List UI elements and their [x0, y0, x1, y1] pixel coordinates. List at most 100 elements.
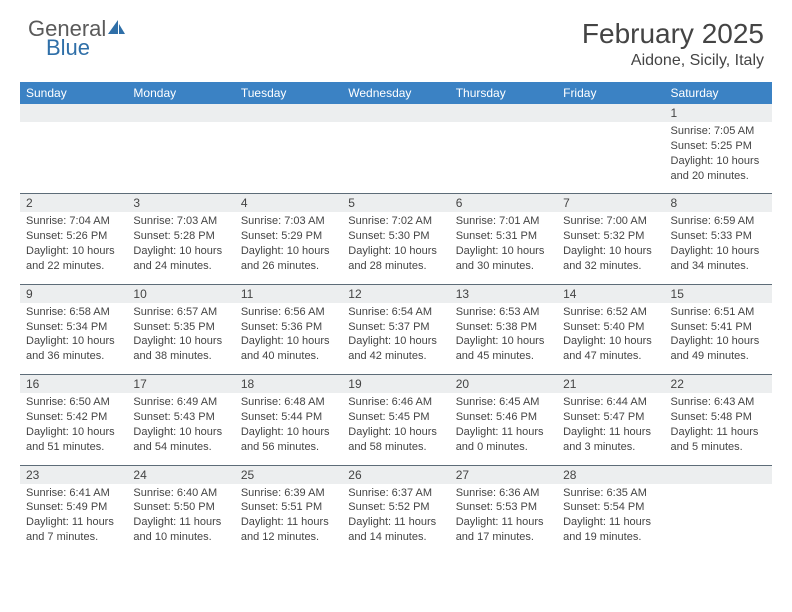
- day-cell: Sunrise: 7:00 AMSunset: 5:32 PMDaylight:…: [557, 212, 664, 284]
- day-number: 8: [665, 194, 772, 213]
- daylight-text-2: and 49 minutes.: [671, 349, 766, 364]
- day-cell: Sunrise: 7:03 AMSunset: 5:28 PMDaylight:…: [127, 212, 234, 284]
- sail-icon: [108, 20, 126, 41]
- weekday-header: Saturday: [665, 82, 772, 104]
- sunset-text: Sunset: 5:42 PM: [26, 410, 121, 425]
- daylight-text: Daylight: 11 hours: [563, 425, 658, 440]
- daylight-text-2: and 45 minutes.: [456, 349, 551, 364]
- month-title: February 2025: [582, 18, 764, 50]
- sunrise-text: Sunrise: 6:56 AM: [241, 305, 336, 320]
- daylight-text: Daylight: 10 hours: [456, 334, 551, 349]
- daylight-text: Daylight: 10 hours: [26, 425, 121, 440]
- day-number: 13: [450, 284, 557, 303]
- day-cell: Sunrise: 6:51 AMSunset: 5:41 PMDaylight:…: [665, 303, 772, 375]
- weekday-header: Sunday: [20, 82, 127, 104]
- day-cell: Sunrise: 6:58 AMSunset: 5:34 PMDaylight:…: [20, 303, 127, 375]
- location-label: Aidone, Sicily, Italy: [582, 52, 764, 70]
- sunrise-text: Sunrise: 7:01 AM: [456, 214, 551, 229]
- day-data-row: Sunrise: 7:05 AMSunset: 5:25 PMDaylight:…: [20, 122, 772, 194]
- day-number: 4: [235, 194, 342, 213]
- sunrise-text: Sunrise: 6:48 AM: [241, 395, 336, 410]
- daylight-text-2: and 17 minutes.: [456, 530, 551, 545]
- sunrise-text: Sunrise: 7:03 AM: [241, 214, 336, 229]
- daylight-text: Daylight: 10 hours: [133, 334, 228, 349]
- day-number: 19: [342, 375, 449, 394]
- daylight-text-2: and 54 minutes.: [133, 440, 228, 455]
- day-number-row: 1: [20, 104, 772, 122]
- day-number: 27: [450, 465, 557, 484]
- day-number-row: 16171819202122: [20, 375, 772, 394]
- day-cell: Sunrise: 6:45 AMSunset: 5:46 PMDaylight:…: [450, 393, 557, 465]
- day-number: 25: [235, 465, 342, 484]
- daylight-text: Daylight: 11 hours: [563, 515, 658, 530]
- sunrise-text: Sunrise: 6:58 AM: [26, 305, 121, 320]
- day-number: 10: [127, 284, 234, 303]
- sunrise-text: Sunrise: 6:50 AM: [26, 395, 121, 410]
- day-cell: Sunrise: 7:03 AMSunset: 5:29 PMDaylight:…: [235, 212, 342, 284]
- daylight-text-2: and 47 minutes.: [563, 349, 658, 364]
- day-cell: Sunrise: 6:43 AMSunset: 5:48 PMDaylight:…: [665, 393, 772, 465]
- day-cell: [450, 122, 557, 194]
- day-cell: Sunrise: 6:48 AMSunset: 5:44 PMDaylight:…: [235, 393, 342, 465]
- brand-logo: General Blue: [28, 18, 126, 59]
- daylight-text: Daylight: 10 hours: [671, 244, 766, 259]
- day-cell: Sunrise: 6:39 AMSunset: 5:51 PMDaylight:…: [235, 484, 342, 555]
- sunrise-text: Sunrise: 6:39 AM: [241, 486, 336, 501]
- day-number-row: 2345678: [20, 194, 772, 213]
- daylight-text-2: and 58 minutes.: [348, 440, 443, 455]
- daylight-text-2: and 20 minutes.: [671, 169, 766, 184]
- day-number: [450, 104, 557, 122]
- sunset-text: Sunset: 5:46 PM: [456, 410, 551, 425]
- sunset-text: Sunset: 5:51 PM: [241, 500, 336, 515]
- sunrise-text: Sunrise: 6:44 AM: [563, 395, 658, 410]
- sunset-text: Sunset: 5:53 PM: [456, 500, 551, 515]
- weekday-header: Tuesday: [235, 82, 342, 104]
- daylight-text: Daylight: 10 hours: [348, 244, 443, 259]
- sunset-text: Sunset: 5:41 PM: [671, 320, 766, 335]
- sunrise-text: Sunrise: 6:54 AM: [348, 305, 443, 320]
- day-number: [235, 104, 342, 122]
- day-number: [342, 104, 449, 122]
- day-number-row: 9101112131415: [20, 284, 772, 303]
- sunset-text: Sunset: 5:48 PM: [671, 410, 766, 425]
- daylight-text: Daylight: 10 hours: [348, 334, 443, 349]
- daylight-text: Daylight: 10 hours: [241, 334, 336, 349]
- day-cell: Sunrise: 6:41 AMSunset: 5:49 PMDaylight:…: [20, 484, 127, 555]
- day-number: 12: [342, 284, 449, 303]
- daylight-text-2: and 34 minutes.: [671, 259, 766, 274]
- day-data-row: Sunrise: 6:41 AMSunset: 5:49 PMDaylight:…: [20, 484, 772, 555]
- daylight-text-2: and 56 minutes.: [241, 440, 336, 455]
- day-cell: [127, 122, 234, 194]
- day-number: 7: [557, 194, 664, 213]
- weekday-header: Friday: [557, 82, 664, 104]
- day-number: 16: [20, 375, 127, 394]
- day-cell: [665, 484, 772, 555]
- sunrise-text: Sunrise: 6:46 AM: [348, 395, 443, 410]
- day-cell: Sunrise: 6:36 AMSunset: 5:53 PMDaylight:…: [450, 484, 557, 555]
- day-cell: Sunrise: 6:37 AMSunset: 5:52 PMDaylight:…: [342, 484, 449, 555]
- day-number: 5: [342, 194, 449, 213]
- daylight-text: Daylight: 10 hours: [241, 244, 336, 259]
- day-number: [20, 104, 127, 122]
- sunset-text: Sunset: 5:50 PM: [133, 500, 228, 515]
- daylight-text: Daylight: 11 hours: [133, 515, 228, 530]
- daylight-text: Daylight: 10 hours: [26, 244, 121, 259]
- sunrise-text: Sunrise: 6:43 AM: [671, 395, 766, 410]
- daylight-text-2: and 24 minutes.: [133, 259, 228, 274]
- sunset-text: Sunset: 5:40 PM: [563, 320, 658, 335]
- day-number: 6: [450, 194, 557, 213]
- sunrise-text: Sunrise: 7:00 AM: [563, 214, 658, 229]
- day-number: 15: [665, 284, 772, 303]
- sunset-text: Sunset: 5:35 PM: [133, 320, 228, 335]
- day-cell: [342, 122, 449, 194]
- weekday-header: Thursday: [450, 82, 557, 104]
- daylight-text: Daylight: 10 hours: [241, 425, 336, 440]
- daylight-text-2: and 28 minutes.: [348, 259, 443, 274]
- day-cell: Sunrise: 6:54 AMSunset: 5:37 PMDaylight:…: [342, 303, 449, 375]
- sunset-text: Sunset: 5:43 PM: [133, 410, 228, 425]
- daylight-text-2: and 19 minutes.: [563, 530, 658, 545]
- sunrise-text: Sunrise: 6:51 AM: [671, 305, 766, 320]
- daylight-text: Daylight: 10 hours: [456, 244, 551, 259]
- daylight-text-2: and 0 minutes.: [456, 440, 551, 455]
- daylight-text: Daylight: 10 hours: [563, 244, 658, 259]
